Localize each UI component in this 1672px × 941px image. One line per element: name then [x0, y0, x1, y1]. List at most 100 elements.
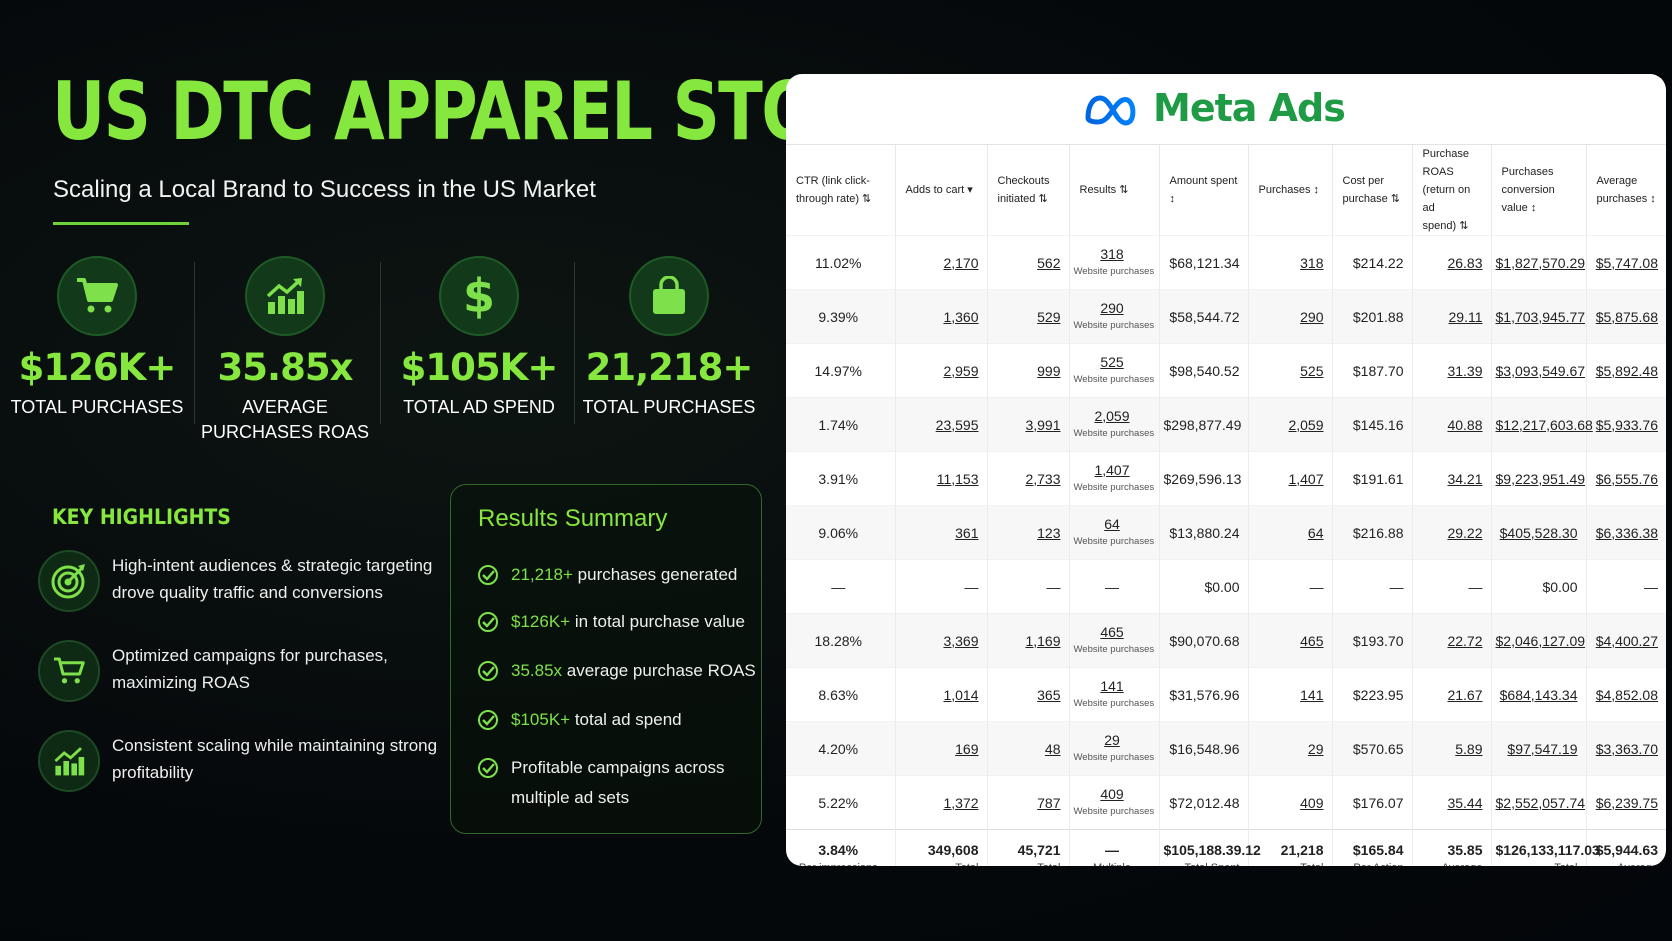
cell-link[interactable]: 290 [1100, 299, 1124, 316]
cell-link[interactable]: 2,733 [1025, 470, 1061, 487]
cell-link[interactable]: 123 [1037, 524, 1061, 541]
cell-link[interactable]: 5.89 [1455, 740, 1483, 757]
cell-link[interactable]: 141 [1100, 677, 1124, 694]
column-header[interactable]: Purchase ROAS (return on ad spend) ⇅ [1412, 144, 1492, 236]
table-cell: 3,991 [987, 397, 1070, 452]
cell-link[interactable]: 169 [955, 740, 979, 757]
cell-link[interactable]: 35.44 [1447, 794, 1483, 811]
cell-link[interactable]: $5,875.68 [1595, 308, 1658, 325]
cell-value: — [1644, 578, 1658, 595]
cell-link[interactable]: 21.67 [1447, 686, 1483, 703]
cell-link[interactable]: 2,059 [1094, 407, 1130, 424]
table-row[interactable]: 14.97% 2,959 999 525 Website purchases $98,54… [786, 343, 1666, 398]
column-header[interactable]: Purchases conversion value ↕ [1491, 144, 1587, 236]
cell-link[interactable]: 1,014 [943, 686, 979, 703]
cell-link[interactable]: 525 [1300, 362, 1324, 379]
cell-link[interactable]: 409 [1300, 794, 1324, 811]
table-row[interactable]: 4.20% 169 48 29 Website purchases $16,548.96 2… [786, 721, 1666, 776]
cell-link[interactable]: 318 [1300, 254, 1324, 271]
cell-link[interactable]: 34.21 [1447, 470, 1483, 487]
table-row[interactable]: 1.74% 23,595 3,991 2,059 Website purchases $2… [786, 397, 1666, 452]
cell-link[interactable]: $5,892.48 [1595, 362, 1658, 379]
column-header[interactable]: Results ⇅ [1069, 144, 1160, 236]
cell-link[interactable]: $5,933.76 [1595, 416, 1658, 433]
cell-link[interactable]: 1,360 [943, 308, 979, 325]
cell-link[interactable]: 11,153 [936, 470, 979, 487]
column-header[interactable]: Amount spent ↕ [1159, 144, 1249, 236]
cell-link[interactable]: 2,170 [943, 254, 979, 271]
cell-link[interactable]: $9,223,951.49 [1495, 470, 1586, 487]
cell-link[interactable]: $4,852.08 [1595, 686, 1658, 703]
cell-link[interactable]: 465 [1100, 623, 1124, 640]
cell-link[interactable]: $405,528.30 [1499, 524, 1578, 541]
table-cell: $216.88 [1332, 505, 1413, 560]
cell-link[interactable]: 3,369 [943, 632, 979, 649]
cell-link[interactable]: $97,547.19 [1507, 740, 1578, 757]
cell-link[interactable]: 409 [1100, 785, 1124, 802]
cell-link[interactable]: 2,959 [943, 362, 979, 379]
cell-link[interactable]: 64 [1307, 524, 1324, 541]
cell-link[interactable]: $3,093,549.67 [1495, 362, 1586, 379]
cell-link[interactable]: 22.72 [1447, 632, 1483, 649]
cell-link[interactable]: 26.83 [1447, 254, 1483, 271]
cell-link[interactable]: $1,703,945.77 [1495, 308, 1586, 325]
cell-link[interactable]: $2,552,057.74 [1495, 794, 1586, 811]
cell-link[interactable]: 3,991 [1025, 416, 1061, 433]
column-header[interactable]: CTR (link click-through rate) ⇅ [786, 144, 896, 236]
table-cell: $2,046,127.09 [1491, 613, 1587, 668]
cell-link[interactable]: $2,046,127.09 [1495, 632, 1586, 649]
cell-link[interactable]: 999 [1037, 362, 1061, 379]
table-row[interactable]: 18.28% 3,369 1,169 465 Website purchases $90,… [786, 613, 1666, 668]
column-header[interactable]: Adds to cart ▾ [895, 144, 988, 236]
cell-link[interactable]: 1,372 [943, 794, 979, 811]
table-row[interactable]: 8.63% 1,014 365 141 Website purchases $31,576… [786, 667, 1666, 722]
column-header[interactable]: Cost per purchase ⇅ [1332, 144, 1413, 236]
stat-divider [380, 262, 381, 424]
cell-link[interactable]: 787 [1037, 794, 1061, 811]
cell-link[interactable]: 29 [1104, 731, 1120, 748]
cell-link[interactable]: $4,400.27 [1595, 632, 1658, 649]
cell-link[interactable]: $684,143.34 [1499, 686, 1578, 703]
table-row[interactable]: 3.91% 11,153 2,733 1,407 Website purchases $2… [786, 451, 1666, 506]
cell-link[interactable]: 1,407 [1094, 461, 1130, 478]
total-label: Total [900, 860, 978, 866]
cell-link[interactable]: 525 [1100, 353, 1124, 370]
column-header[interactable]: Checkouts initiated ⇅ [987, 144, 1070, 236]
cell-link[interactable]: $3,363.70 [1595, 740, 1658, 757]
column-header[interactable]: Purchases ↕ [1248, 144, 1333, 236]
table-cell: 1,407 Website purchases [1069, 451, 1160, 506]
table-row[interactable]: 11.02% 2,170 562 318 Website purchases $68,12… [786, 235, 1666, 290]
cell-link[interactable]: 141 [1300, 686, 1324, 703]
cell-link[interactable]: 29.11 [1448, 308, 1483, 325]
cell-link[interactable]: $12,217,603.68 [1495, 416, 1593, 433]
cell-link[interactable]: 290 [1300, 308, 1324, 325]
cell-link[interactable]: 562 [1037, 254, 1061, 271]
cell-link[interactable]: 529 [1037, 308, 1061, 325]
cell-link[interactable]: 23,595 [935, 416, 979, 433]
cell-link[interactable]: 1,169 [1025, 632, 1061, 649]
cell-link[interactable]: 361 [955, 524, 979, 541]
cell-value: 5.22% [818, 794, 859, 811]
cell-link[interactable]: 1,407 [1288, 470, 1324, 487]
table-row[interactable]: — — — — $0.00 — — — $0.00 — [786, 559, 1666, 614]
cell-link[interactable]: 64 [1104, 515, 1120, 532]
cell-link[interactable]: $6,555.76 [1595, 470, 1658, 487]
totals-row: 3.84% Per impressions 349,608 Total 45,721 To… [786, 829, 1666, 866]
table-row[interactable]: 9.06% 361 123 64 Website purchases $13,880.24… [786, 505, 1666, 560]
table-row[interactable]: 5.22% 1,372 787 409 Website purchases $72,012… [786, 775, 1666, 830]
cell-link[interactable]: 2,059 [1288, 416, 1324, 433]
cell-link[interactable]: 465 [1300, 632, 1324, 649]
cell-link[interactable]: 31.39 [1447, 362, 1483, 379]
cell-link[interactable]: 29.22 [1447, 524, 1483, 541]
cell-link[interactable]: 365 [1037, 686, 1061, 703]
cell-link[interactable]: $6,239.75 [1595, 794, 1658, 811]
column-header[interactable]: Average purchases ↕ [1586, 144, 1666, 236]
cell-link[interactable]: 40.88 [1447, 416, 1483, 433]
cell-link[interactable]: 318 [1100, 245, 1124, 262]
cell-link[interactable]: 29 [1307, 740, 1324, 757]
cell-link[interactable]: 48 [1044, 740, 1061, 757]
cell-link[interactable]: $5,747.08 [1595, 254, 1658, 271]
table-row[interactable]: 9.39% 1,360 529 290 Website purchases $58,544… [786, 289, 1666, 344]
cell-link[interactable]: $6,336.38 [1595, 524, 1658, 541]
cell-link[interactable]: $1,827,570.29 [1495, 254, 1586, 271]
